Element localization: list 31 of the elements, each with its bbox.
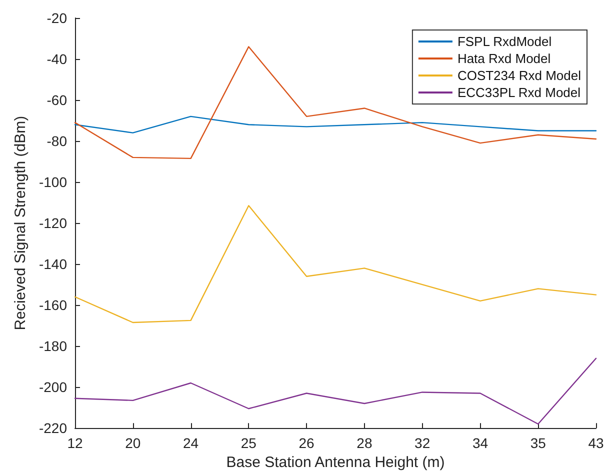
x-tick-label: 24	[182, 435, 199, 452]
y-tick-label: -120	[38, 215, 68, 232]
x-tick-label: 34	[472, 435, 488, 452]
y-tick-label: -160	[38, 297, 68, 314]
y-axis-title: Recieved Signal Strength (dBm)	[12, 116, 30, 330]
y-tick-label: -220	[38, 420, 68, 436]
y-tick-label: -40	[46, 51, 68, 68]
y-tick-label: -60	[46, 92, 68, 108]
line-series	[74, 358, 597, 425]
y-tick-label: -20	[46, 10, 68, 26]
legend-label: Hata Rxd Model	[457, 51, 551, 66]
x-tick-label: 28	[356, 435, 372, 452]
line-series	[74, 46, 597, 160]
y-tick-label: -200	[38, 379, 68, 396]
y-tick-label: -140	[38, 256, 68, 272]
x-tick-label: 35	[530, 435, 546, 452]
y-tick-label: -180	[38, 338, 68, 354]
x-tick-label: 43	[588, 435, 604, 452]
legend-label: FSPL RxdModel	[457, 34, 552, 49]
x-tick-label: 20	[125, 435, 141, 452]
y-tick-label: -100	[38, 174, 68, 190]
x-tick-label: 32	[414, 435, 430, 452]
y-tick-label: -80	[46, 133, 68, 150]
x-tick-label: 26	[298, 435, 315, 452]
x-axis-title: Base Station Antenna Height (m)	[226, 454, 445, 471]
legend-label: ECC33PL Rxd Model	[457, 85, 581, 100]
line-series	[74, 205, 597, 324]
x-tick-label: 25	[240, 435, 257, 452]
legend-label: COST234 Rxd Model	[457, 68, 582, 83]
x-tick-label: 12	[67, 435, 83, 452]
line-series	[74, 116, 597, 134]
